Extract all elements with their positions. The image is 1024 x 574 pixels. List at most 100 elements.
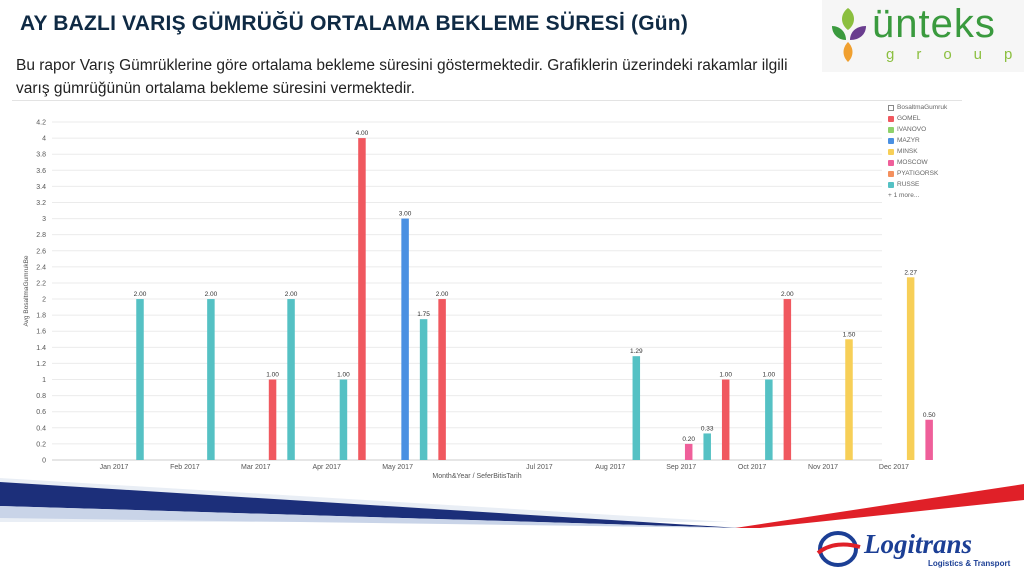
bar-russe [765, 379, 773, 460]
bar-gomel [721, 379, 730, 460]
data-label: 2.00 [285, 291, 298, 298]
bar-gomel [268, 379, 277, 460]
x-tick-label: Aug 2017 [595, 464, 625, 471]
legend-item-moscow[interactable]: MOSCOW [888, 157, 968, 168]
y-tick-label: 2.2 [36, 280, 46, 287]
bar-minsk [845, 339, 853, 460]
y-tick-label: 0.4 [36, 425, 46, 432]
data-label: 1.00 [763, 372, 776, 379]
legend-item-label: MOSCOW [897, 159, 928, 166]
chart-legend: BosaltmaGumruk GOMEL IVANOVO MAZYR MINSK… [888, 102, 968, 201]
legend-item-label: PYATIGORSK [897, 170, 939, 177]
legend-item-pyatigorsk[interactable]: PYATIGORSK [888, 168, 968, 179]
legend-item-minsk[interactable]: MINSK [888, 146, 968, 157]
x-tick-label: Nov 2017 [808, 464, 838, 471]
legend-swatch [888, 148, 894, 155]
legend-item-ivanovo[interactable]: IVANOVO [888, 124, 968, 135]
x-tick-label: Sep 2017 [666, 464, 696, 471]
bar-minsk [906, 277, 915, 460]
y-tick-label: 2.4 [36, 264, 46, 271]
data-label: 2.00 [134, 291, 147, 298]
legend-more-label: + 1 more... [888, 192, 920, 199]
unteks-leaf-icon [832, 8, 866, 62]
data-label: 2.00 [436, 291, 449, 298]
y-tick-label: 3.4 [36, 184, 46, 191]
legend-item-label: MAZYR [897, 137, 920, 144]
legend-item-label: MINSK [897, 148, 918, 155]
data-label: 2.00 [205, 291, 218, 298]
y-tick-label: 4.2 [36, 120, 46, 127]
bar-moscow [684, 443, 693, 460]
y-axis-title: Avg BosaltmaGumrukBe [23, 255, 30, 326]
data-label: 1.75 [417, 311, 430, 318]
y-tick-label: 1.2 [36, 361, 46, 368]
logitrans-logo: Logitrans Logistics & Transport [816, 527, 1016, 572]
bar-russe [339, 379, 348, 460]
x-tick-label: Jul 2017 [526, 464, 553, 471]
legend-swatch [888, 137, 894, 144]
bar-russe [136, 299, 144, 460]
data-label: 1.29 [630, 348, 643, 355]
data-label: 0.20 [682, 436, 695, 443]
bar-chart: 0 0.2 0.4 0.6 0.8 1 1.2 1.4 1.6 1.8 2 2.2 2.4 2.6 2.8 3… [23, 120, 936, 480]
legend-item-label: RUSSE [897, 181, 920, 188]
x-tick-label: Apr 2017 [312, 464, 341, 471]
data-label: 1.00 [719, 372, 732, 379]
y-tick-label: 3.8 [36, 152, 46, 159]
data-label: 0.50 [923, 412, 936, 419]
data-label: 2.00 [781, 291, 794, 298]
legend-item-russe[interactable]: RUSSE [888, 179, 968, 190]
y-tick-label: 3 [42, 216, 46, 223]
data-label: 0.33 [701, 425, 714, 432]
y-tick-label: 2.6 [36, 248, 46, 255]
report-description: Bu rapor Varış Gümrüklerine göre ortalam… [16, 57, 788, 97]
logitrans-logo-sub: Logistics & Transport [928, 559, 1011, 568]
x-tick-label: Feb 2017 [170, 464, 200, 471]
checkbox-icon [888, 104, 894, 111]
bar-gomel [438, 299, 446, 460]
legend-swatch [888, 115, 894, 122]
legend-item-mazyr[interactable]: MAZYR [888, 135, 968, 146]
page-title: AY BAZLI VARIŞ GÜMRÜĞÜ ORTALAMA BEKLEME … [20, 12, 689, 35]
x-tick-label: Jan 2017 [100, 464, 129, 471]
legend-swatch [888, 126, 894, 133]
legend-item-label: GOMEL [897, 115, 921, 122]
data-label: 1.00 [266, 372, 279, 379]
data-label: 1.00 [337, 372, 350, 379]
bar-gomel [783, 299, 792, 460]
y-tick-label: 4 [42, 136, 46, 143]
decorative-band [0, 478, 1024, 528]
data-label: 1.50 [843, 331, 856, 338]
y-tick-label: 1.8 [36, 313, 46, 320]
y-tick-label: 2 [42, 297, 46, 304]
legend-swatch [888, 181, 894, 188]
legend-swatch [888, 170, 894, 177]
legend-header-label: BosaltmaGumruk [897, 104, 948, 111]
data-label: 2.27 [904, 269, 917, 276]
legend-swatch [888, 159, 894, 166]
y-tick-label: 3.2 [36, 200, 46, 207]
x-tick-label: May 2017 [382, 464, 413, 471]
bar-russe [419, 319, 428, 460]
unteks-logo: ünteks group [822, 0, 1024, 72]
y-tick-label: 1.6 [36, 329, 46, 336]
chart-area: 0 0.2 0.4 0.6 0.8 1 1.2 1.4 1.6 1.8 2 2.2 2.4 2.6 2.8 3… [12, 100, 962, 479]
x-axis-title: Month&Year / SeferBitisTarih [432, 473, 521, 479]
y-tick-label: 1.4 [36, 345, 46, 352]
bar-russe [632, 356, 641, 460]
bar-gomel [358, 138, 366, 460]
legend-more-link[interactable]: + 1 more... [888, 190, 968, 201]
legend-item-label: IVANOVO [897, 126, 927, 133]
x-tick-label: Dec 2017 [879, 464, 909, 471]
bar-moscow [925, 419, 933, 460]
y-tick-label: 0.6 [36, 409, 46, 416]
unteks-logo-word: ünteks [872, 2, 996, 46]
bar-russe [207, 299, 215, 460]
x-tick-label: Mar 2017 [241, 464, 271, 471]
legend-header[interactable]: BosaltmaGumruk [888, 102, 968, 113]
unteks-logo-group: group [886, 46, 1024, 63]
y-tick-label: 1 [42, 377, 46, 384]
bar-russe [287, 299, 295, 460]
y-tick-label: 3.6 [36, 168, 46, 175]
legend-item-gomel[interactable]: GOMEL [888, 113, 968, 124]
